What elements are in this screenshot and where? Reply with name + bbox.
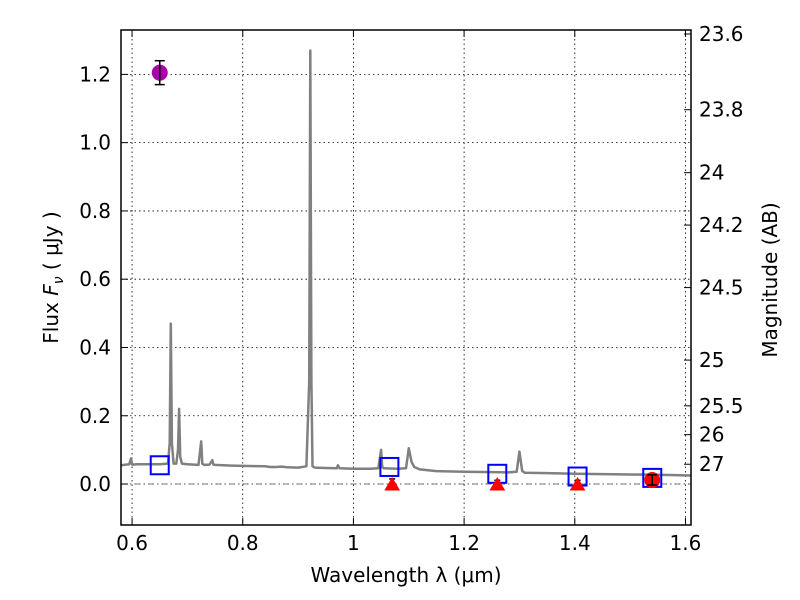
- spectrum-series: [120, 49, 692, 477]
- x-tick-label: 1: [347, 531, 360, 555]
- y-tick-label: 0.2: [79, 404, 111, 428]
- magnitude-tick-label: 24: [699, 161, 724, 185]
- y-tick-label: 1.2: [79, 62, 111, 86]
- y-axis-label-unit: ( μJy ): [39, 211, 63, 276]
- model-box-0.65: [149, 455, 170, 476]
- x-tick-label: 1.2: [448, 531, 480, 555]
- x-tick-label: 1.6: [670, 531, 702, 555]
- y-tick-label: 0.0: [79, 472, 111, 496]
- magnitude-tick-label: 25: [699, 348, 724, 372]
- magnitude-tick-label: 26: [699, 423, 724, 447]
- upper-limit-1.07: [384, 477, 401, 491]
- x-tick-label: 0.8: [227, 531, 259, 555]
- magnitude-tick-label: 24.5: [699, 276, 744, 300]
- y-axis-label-subscript: ν: [51, 276, 67, 284]
- magnitude-tick-label: 25.5: [699, 394, 744, 418]
- y-axis-label-prefix: Flux: [39, 296, 63, 344]
- axis-ticks: 0.6 0.8 1 1.2 1.4 1.6 0.0 0.2 0.4 0.6 0.8 1.0 1.2 23.…: [79, 22, 743, 555]
- upper-limit-1.405: [569, 477, 586, 491]
- spectrum-line: [120, 49, 692, 477]
- x-tick-label: 1.4: [559, 531, 591, 555]
- x-tick-label: 0.6: [116, 531, 148, 555]
- y-axis-label: Flux Fν ( μJy ): [39, 211, 67, 343]
- model-box-1.065: [379, 456, 400, 477]
- y-tick-label: 0.8: [79, 199, 111, 223]
- magnitude-tick-label: 27: [699, 452, 724, 476]
- upper-limit-1.26: [489, 477, 506, 491]
- magnitude-tick-label: 23.8: [699, 98, 744, 122]
- plot-frame: [120, 29, 692, 526]
- magnitude-tick-label: 24.2: [699, 213, 744, 237]
- grid-lines: [121, 30, 691, 525]
- photometry-markers: [149, 59, 663, 491]
- magnitude-tick-label: 23.6: [699, 22, 744, 46]
- y-tick-label: 0.6: [79, 267, 111, 291]
- magnitude-axis-label: Magnitude (AB): [758, 202, 782, 357]
- y-tick-label: 1.0: [79, 131, 111, 155]
- y-tick-label: 0.4: [79, 335, 111, 359]
- x-axis-label: Wavelength λ (μm): [310, 563, 501, 587]
- y-axis-label-symbol: F: [39, 284, 63, 296]
